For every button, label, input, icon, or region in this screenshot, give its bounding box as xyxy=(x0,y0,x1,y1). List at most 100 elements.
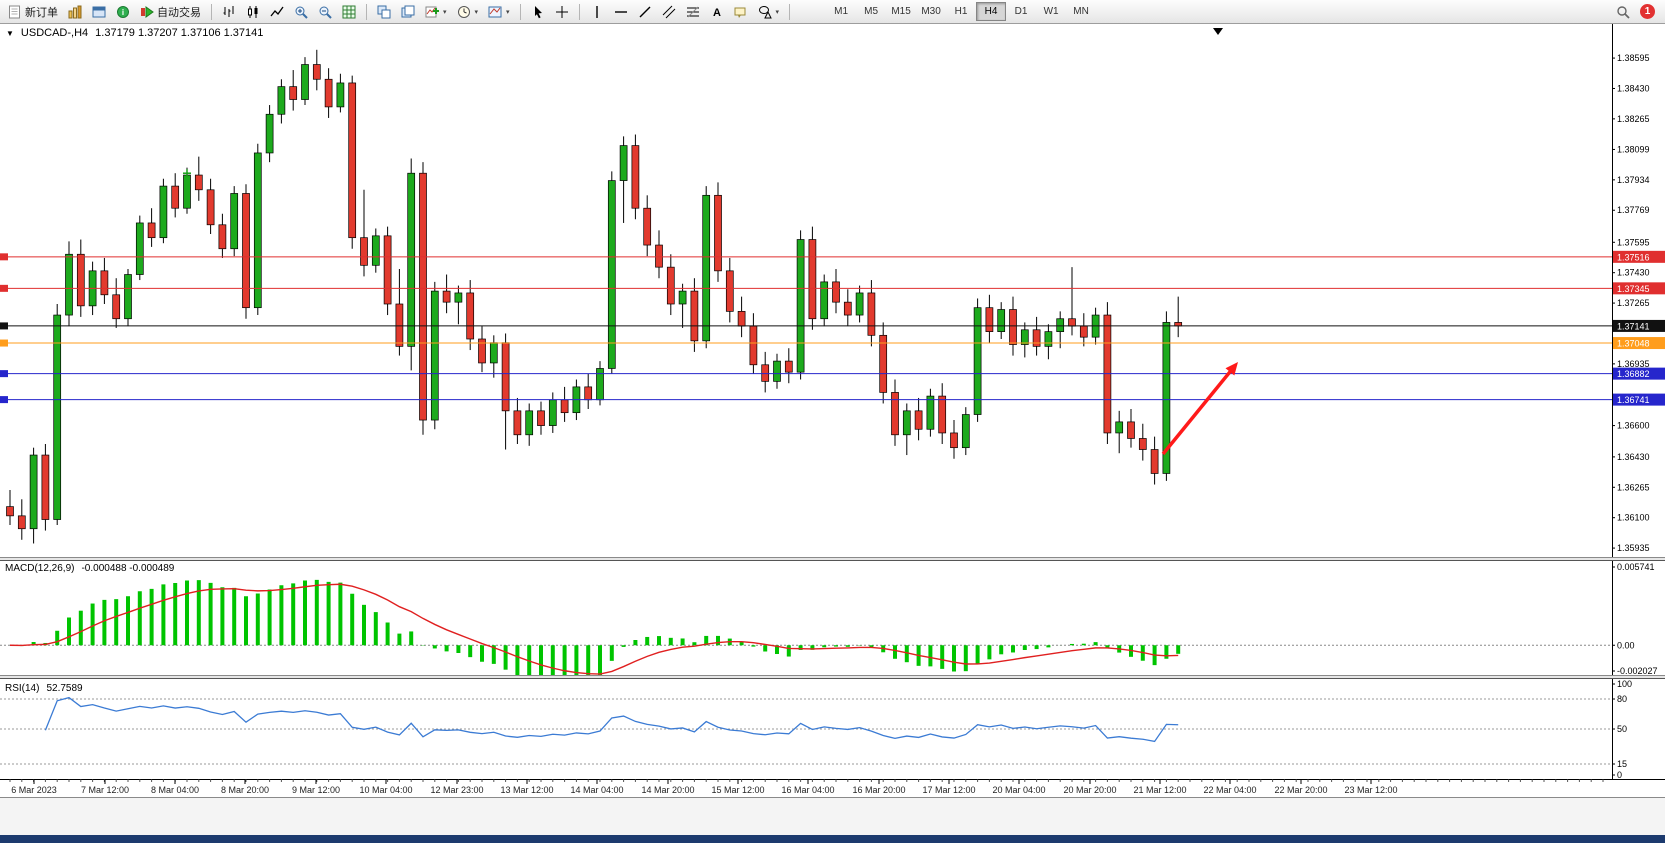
price-chart-canvas[interactable]: 1.38595 1.38430 1.38265 1.38099 1.37934 1.377… xyxy=(0,24,1665,843)
zoom-in-icon xyxy=(295,6,308,19)
vertical-line-icon xyxy=(595,5,598,18)
line-left-tag[interactable] xyxy=(0,339,8,347)
chevron-down-icon: ▾ xyxy=(775,8,780,16)
macd-name: MACD(12,26,9) xyxy=(5,563,75,574)
price-label-1.37345 xyxy=(1613,282,1665,295)
cursor-button[interactable] xyxy=(527,1,549,23)
crosshair-button[interactable] xyxy=(551,1,573,23)
svg-text:1.37141: 1.37141 xyxy=(1617,321,1650,331)
timeframe-m1-button[interactable]: M1 xyxy=(834,6,849,17)
main-toolbar: 新订单 i 自动交易 ▾ ▾ xyxy=(0,0,1665,24)
periods-button[interactable]: ▾ xyxy=(453,1,483,23)
grid-icon xyxy=(342,5,356,18)
chevron-down-icon: ▾ xyxy=(474,8,479,16)
svg-text:20 Mar 04:00: 20 Mar 04:00 xyxy=(992,785,1045,795)
zoom-out-icon xyxy=(319,6,332,19)
svg-text:1.37048: 1.37048 xyxy=(1617,339,1650,349)
grid-button[interactable] xyxy=(338,1,360,23)
rsi-indicator-label: RSI(14) 52.7589 xyxy=(5,683,83,694)
svg-text:1.36935: 1.36935 xyxy=(1617,359,1650,369)
line-left-tag[interactable] xyxy=(0,370,8,378)
timeframe-m15-button[interactable]: M15 xyxy=(891,6,911,17)
svg-text:8 Mar 04:00: 8 Mar 04:00 xyxy=(151,785,199,795)
svg-text:1.37265: 1.37265 xyxy=(1617,298,1650,308)
svg-text:20 Mar 20:00: 20 Mar 20:00 xyxy=(1063,785,1116,795)
label-button[interactable] xyxy=(730,1,752,23)
new-chart-icon xyxy=(425,6,439,17)
vertical-line-button[interactable] xyxy=(586,1,608,23)
svg-text:22 Mar 20:00: 22 Mar 20:00 xyxy=(1274,785,1327,795)
toolbar-separator xyxy=(789,3,791,20)
zoom-out-button[interactable] xyxy=(314,1,336,23)
svg-text:100: 100 xyxy=(1617,679,1632,689)
zoom-in-button[interactable] xyxy=(290,1,312,23)
bar-shift-marker[interactable] xyxy=(1213,28,1223,35)
svg-text:17 Mar 12:00: 17 Mar 12:00 xyxy=(922,785,975,795)
tile-windows-button[interactable] xyxy=(373,1,395,23)
candlestick-type-icon xyxy=(248,5,258,18)
line-left-tag[interactable] xyxy=(0,253,8,261)
auto-trading-icon xyxy=(141,5,154,18)
cascade-windows-button[interactable] xyxy=(397,1,419,23)
trend-arrow[interactable] xyxy=(1161,366,1235,456)
status-bar xyxy=(0,797,1665,835)
svg-text:1.36430: 1.36430 xyxy=(1617,452,1650,462)
candlestick-series xyxy=(6,49,1183,544)
line-left-tag[interactable] xyxy=(0,284,8,292)
svg-text:8 Mar 20:00: 8 Mar 20:00 xyxy=(221,785,269,795)
price-label-1.37048 xyxy=(1613,337,1665,350)
line-chart-type-button[interactable] xyxy=(266,1,288,23)
timeframe-m30-button[interactable]: M30 xyxy=(921,6,941,17)
trendline-icon xyxy=(639,6,651,17)
timeframe-h4-button[interactable]: H4 xyxy=(976,2,1007,21)
svg-text:10 Mar 04:00: 10 Mar 04:00 xyxy=(359,785,412,795)
channel-icon xyxy=(662,5,675,18)
svg-text:14 Mar 20:00: 14 Mar 20:00 xyxy=(641,785,694,795)
notification-badge[interactable]: 1 xyxy=(1640,4,1655,19)
timeframe-mn-button[interactable]: MN xyxy=(1073,6,1089,17)
svg-text:1.38430: 1.38430 xyxy=(1617,83,1650,93)
horizontal-line-button[interactable] xyxy=(610,1,632,23)
price-label-1.36882 xyxy=(1613,367,1665,380)
timeframe-w1-button[interactable]: W1 xyxy=(1043,6,1059,17)
new-order-button[interactable]: 新订单 xyxy=(4,1,62,23)
trendline-button[interactable] xyxy=(634,1,656,23)
market-watch-icon xyxy=(68,5,82,18)
new-chart-button[interactable]: ▾ xyxy=(421,1,451,23)
svg-text:50: 50 xyxy=(1617,724,1627,734)
line-left-tag[interactable] xyxy=(0,322,8,330)
macd-indicator-label: MACD(12,26,9) -0.000488 -0.000489 xyxy=(5,563,174,574)
text-button[interactable]: A xyxy=(706,1,728,23)
svg-text:15: 15 xyxy=(1617,759,1627,769)
macd-signal-line xyxy=(9,583,1179,675)
svg-text:1.37934: 1.37934 xyxy=(1617,175,1650,185)
svg-text:9 Mar 12:00: 9 Mar 12:00 xyxy=(292,785,340,795)
timeframe-m5-button[interactable]: M5 xyxy=(864,6,879,17)
shapes-button[interactable]: ▾ xyxy=(754,1,784,23)
fibonacci-icon xyxy=(686,6,699,17)
price-label-1.36741 xyxy=(1613,393,1665,406)
channel-button[interactable] xyxy=(658,1,680,23)
navigator-button[interactable]: i xyxy=(112,1,134,23)
label-icon xyxy=(734,7,746,18)
svg-text:15 Mar 12:00: 15 Mar 12:00 xyxy=(711,785,764,795)
fibonacci-button[interactable] xyxy=(682,1,704,23)
line-left-tag[interactable] xyxy=(0,396,8,404)
timeframe-d1-button[interactable]: D1 xyxy=(1014,6,1028,17)
candlestick-type-button[interactable] xyxy=(242,1,264,23)
data-window-icon xyxy=(92,6,106,17)
templates-button[interactable]: ▾ xyxy=(484,1,514,23)
timeframe-h1-button[interactable]: H1 xyxy=(954,6,968,17)
search-icon[interactable] xyxy=(1616,5,1630,19)
market-watch-button[interactable] xyxy=(64,1,86,23)
svg-text:1.37516: 1.37516 xyxy=(1617,252,1650,262)
auto-trading-button[interactable]: 自动交易 xyxy=(136,1,205,23)
svg-text:1.37595: 1.37595 xyxy=(1617,237,1650,247)
svg-text:22 Mar 04:00: 22 Mar 04:00 xyxy=(1203,785,1256,795)
bar-chart-type-button[interactable] xyxy=(218,1,240,23)
data-window-button[interactable] xyxy=(88,1,110,23)
macd-values: -0.000488 -0.000489 xyxy=(81,563,175,574)
symbol-dropdown-icon[interactable]: ▼ xyxy=(6,29,14,38)
tile-windows-icon xyxy=(377,5,391,18)
chevron-down-icon: ▾ xyxy=(506,8,510,16)
